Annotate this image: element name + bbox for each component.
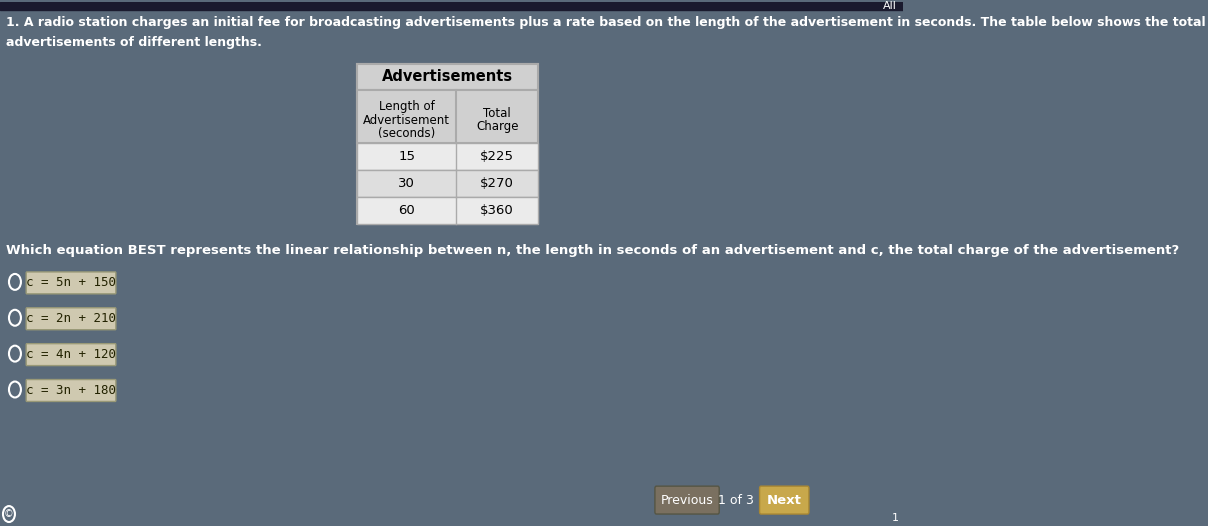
- Text: $270: $270: [481, 177, 515, 190]
- Text: 1: 1: [892, 513, 899, 523]
- Bar: [0, 2, 904, 10]
- Text: c = 2n + 210: c = 2n + 210: [27, 312, 116, 325]
- Text: $225: $225: [480, 150, 515, 164]
- Text: advertisements of different lengths.: advertisements of different lengths.: [6, 36, 262, 49]
- Text: 60: 60: [399, 204, 416, 217]
- Bar: [358, 197, 539, 224]
- Text: Total: Total: [483, 107, 511, 119]
- Text: Length of: Length of: [379, 99, 435, 113]
- Bar: [358, 170, 539, 197]
- Text: $360: $360: [481, 204, 515, 217]
- Bar: [358, 144, 539, 170]
- FancyBboxPatch shape: [27, 343, 116, 366]
- Text: Next: Next: [767, 493, 802, 507]
- Text: Which equation BEST represents the linear relationship between n, the length in : Which equation BEST represents the linea…: [6, 244, 1179, 257]
- FancyBboxPatch shape: [655, 486, 719, 514]
- Text: Advertisements: Advertisements: [382, 69, 513, 84]
- FancyBboxPatch shape: [27, 308, 116, 330]
- FancyBboxPatch shape: [760, 486, 809, 514]
- Text: (seconds): (seconds): [378, 127, 435, 140]
- Text: 15: 15: [399, 150, 416, 164]
- Bar: [358, 64, 539, 89]
- FancyBboxPatch shape: [27, 272, 116, 294]
- Bar: [358, 64, 539, 224]
- Text: All: All: [883, 1, 898, 11]
- Text: ©: ©: [4, 509, 13, 519]
- Bar: [358, 89, 539, 144]
- Text: 30: 30: [399, 177, 416, 190]
- Text: 1. A radio station charges an initial fee for broadcasting advertisements plus a: 1. A radio station charges an initial fe…: [6, 16, 1208, 29]
- FancyBboxPatch shape: [27, 380, 116, 401]
- Text: Previous: Previous: [661, 493, 714, 507]
- Text: Advertisement: Advertisement: [364, 114, 451, 127]
- Text: c = 4n + 120: c = 4n + 120: [27, 348, 116, 361]
- Text: c = 5n + 150: c = 5n + 150: [27, 276, 116, 289]
- Text: Charge: Charge: [476, 120, 518, 134]
- Text: 1 of 3: 1 of 3: [718, 493, 754, 507]
- Text: c = 3n + 180: c = 3n + 180: [27, 384, 116, 397]
